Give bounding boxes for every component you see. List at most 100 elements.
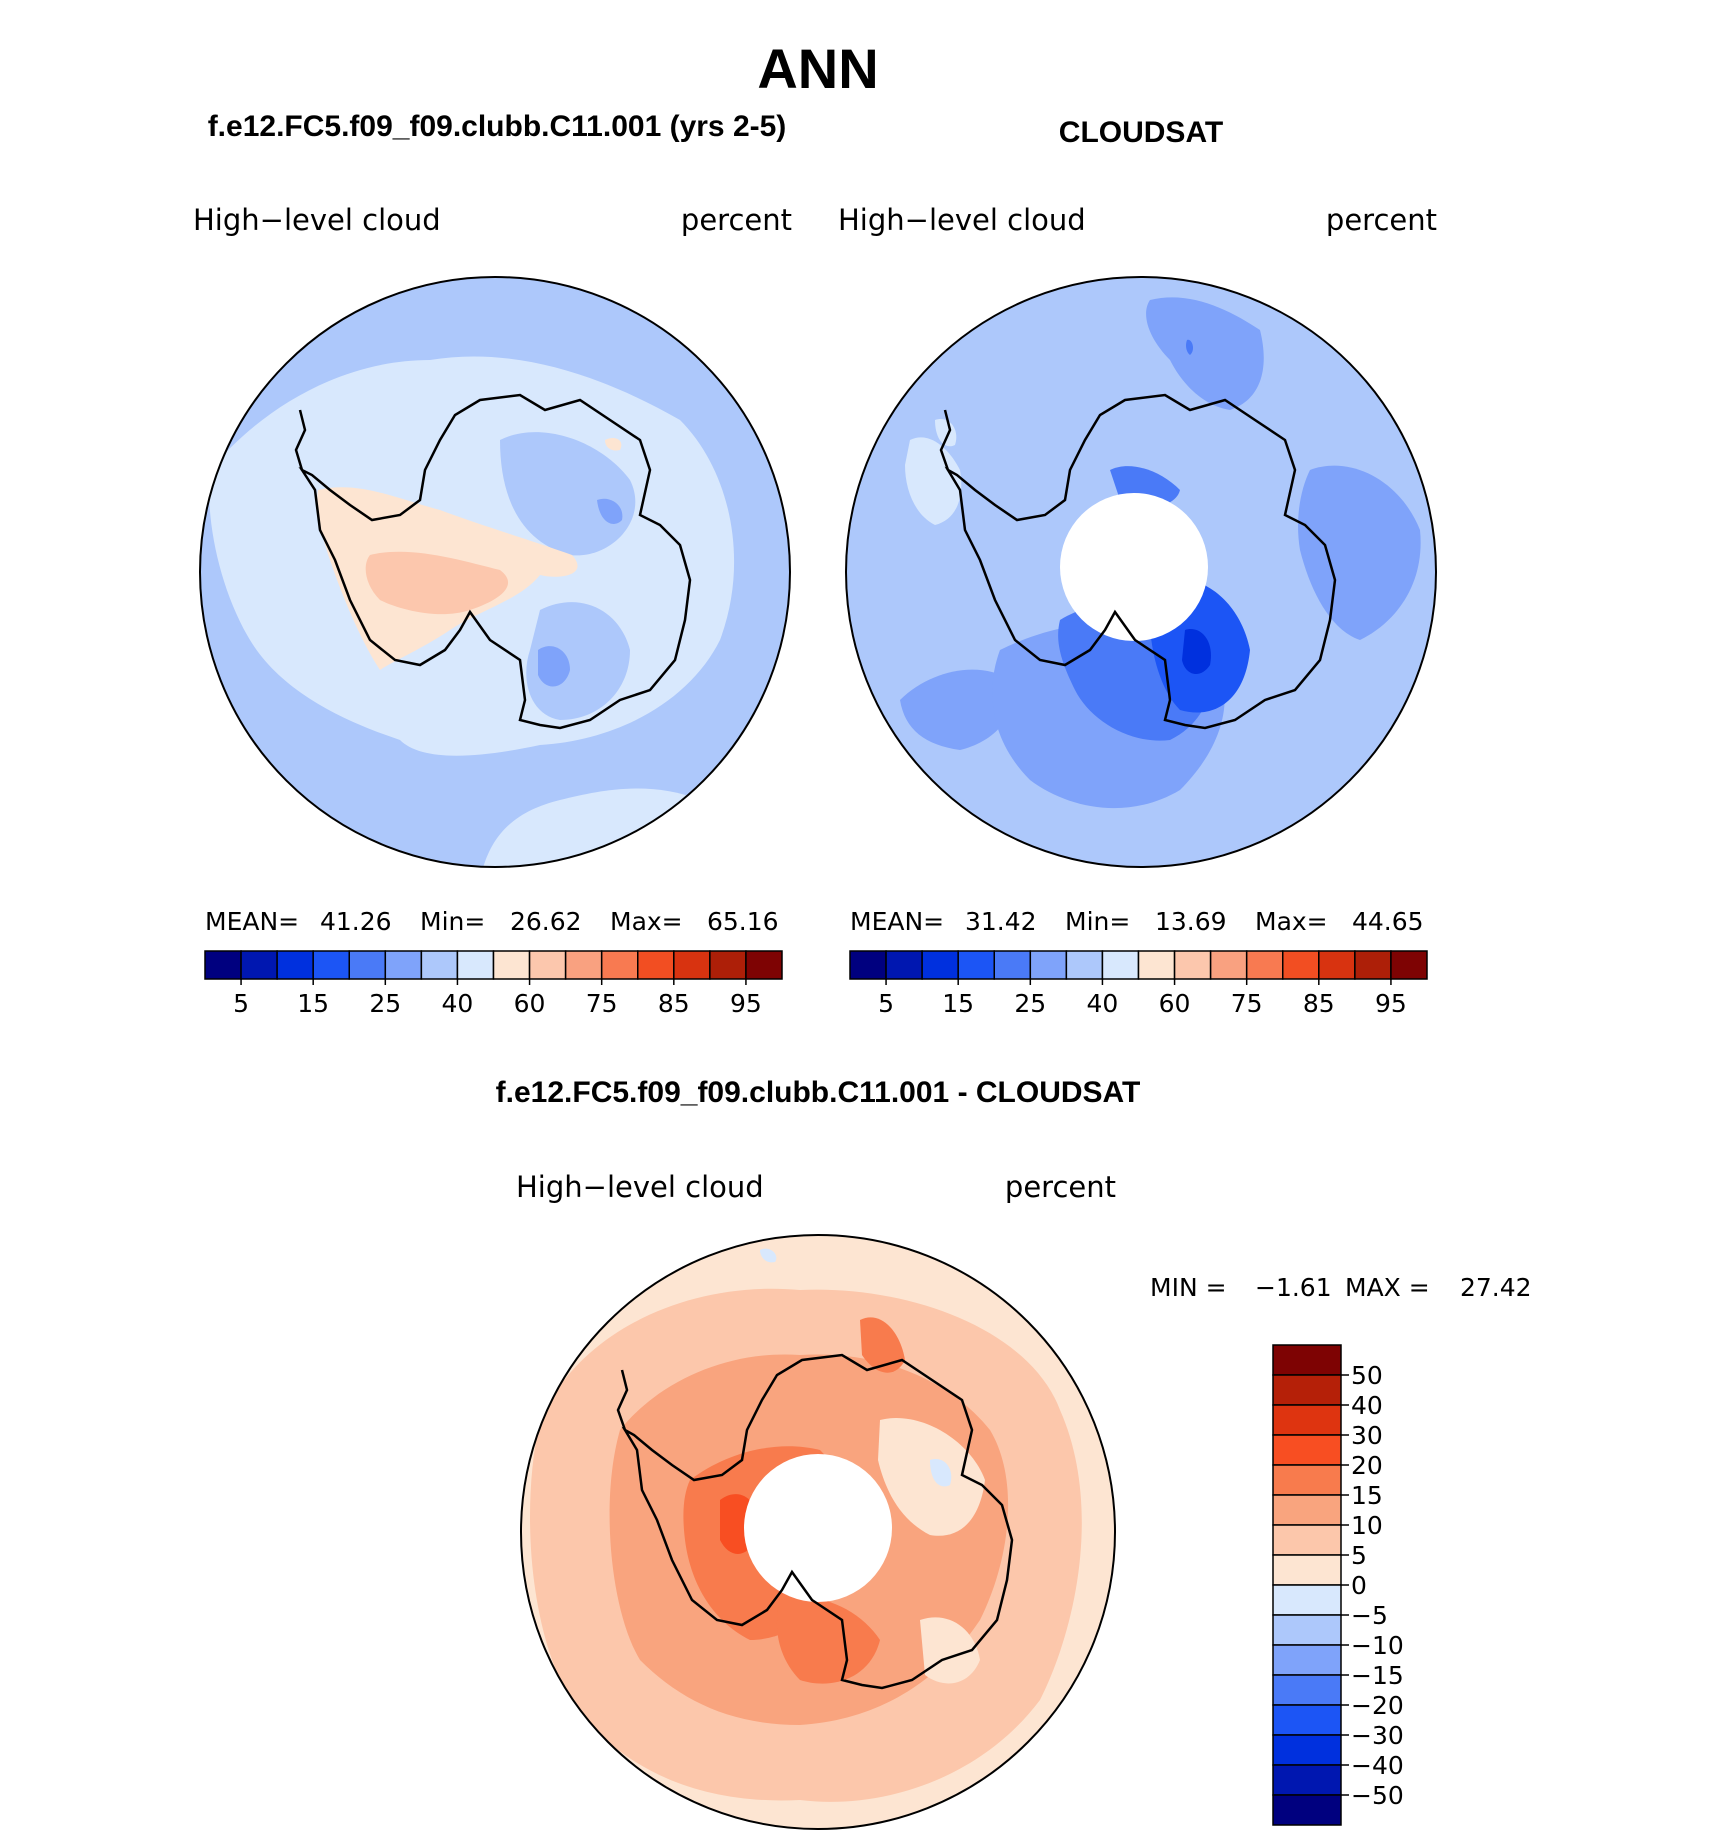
panel-b-colorbar-tick-label: 40 <box>1087 989 1119 1018</box>
panel-c-colorbar-tick-label: 40 <box>1351 1391 1383 1420</box>
panel-b-title: CLOUDSAT <box>1059 116 1223 149</box>
panel-a-colorbar-tick-label: 95 <box>730 989 762 1018</box>
panel-c-map <box>521 1235 1115 1829</box>
panel-c-colorbar-box <box>1272 1644 1342 1676</box>
panel-a-min-label: Min= <box>420 907 485 936</box>
panel-b-colorbar-tick-label: 85 <box>1303 989 1335 1018</box>
panel-a-colorbar-tick-label: 40 <box>442 989 474 1018</box>
panel-a-colorbar-box <box>420 950 459 980</box>
panel-a-mean-label: MEAN= <box>205 907 299 936</box>
panel-b-max-label: Max= <box>1255 907 1328 936</box>
panel-a-map-border <box>199 276 791 868</box>
panel-b-colorbar-box <box>1209 950 1248 980</box>
panel-b-min-label: Min= <box>1065 907 1130 936</box>
panel-c-colorbar-tick-label: −15 <box>1351 1661 1404 1690</box>
panel-c-colorbar-box <box>1272 1734 1342 1766</box>
panel-b-colorbar-box <box>921 950 959 980</box>
panel-a-colorbar-tick-label: 25 <box>369 989 401 1018</box>
panel-a-title: f.e12.FC5.f09_f09.clubb.C11.001 (yrs 2-5… <box>208 110 787 143</box>
panel-c-max-label: MAX = <box>1345 1273 1430 1302</box>
panel-a-colorbar-box <box>709 950 747 980</box>
panel-b-min-value: 13.69 <box>1155 907 1227 936</box>
panel-a-colorbar-tick-label: 85 <box>658 989 690 1018</box>
panel-c-colorbar-box <box>1272 1434 1342 1466</box>
panel-c-map-border <box>520 1234 1116 1830</box>
panel-a-colorbar-box <box>312 950 350 980</box>
panel-a-colorbar-box <box>745 950 783 980</box>
panel-b-colorbar-tick-label: 25 <box>1014 989 1046 1018</box>
panel-b-colorbar-box <box>1101 950 1140 980</box>
panel-a-colorbar-box <box>673 950 711 980</box>
panel-b-variable: High−level cloud <box>838 203 1086 237</box>
panel-a-colorbar-box <box>456 950 495 980</box>
panel-b-max-value: 44.65 <box>1352 907 1424 936</box>
panel-a-units: percent <box>681 203 792 237</box>
panel-c-colorbar-tick-label: −30 <box>1351 1721 1404 1750</box>
panel-b-missing-data-hole <box>1060 493 1208 641</box>
panel-a-colorbar-box <box>637 950 675 980</box>
panel-b-colorbar-box <box>1318 950 1356 980</box>
panel-a-colorbar-tick-label: 15 <box>297 989 329 1018</box>
panel-c-colorbar-box <box>1272 1764 1342 1796</box>
panel-c-colorbar-tick-label: 10 <box>1351 1511 1383 1540</box>
panel-c-max-value: 27.42 <box>1460 1273 1532 1302</box>
panel-b-colorbar-box <box>849 950 887 980</box>
panel-a-colorbar-tick-label: 5 <box>233 989 249 1018</box>
panel-b-colorbar-tick-label: 5 <box>878 989 894 1018</box>
panel-c-colorbar-tick-label: −50 <box>1351 1781 1404 1810</box>
panel-a-colorbar-box <box>384 950 423 980</box>
panel-c-colorbar-box <box>1272 1374 1342 1406</box>
panel-a-colorbar-box <box>492 950 531 980</box>
panel-a-mean-value: 41.26 <box>320 907 392 936</box>
panel-c-colorbar-tick-label: −10 <box>1351 1631 1404 1660</box>
panel-b-colorbar-box <box>957 950 995 980</box>
panel-a-colorbar: 5 15 25 40 60 75 85 95 <box>204 950 783 1018</box>
panel-a-colorbar-box <box>240 950 278 980</box>
panel-b-mean-label: MEAN= <box>850 907 944 936</box>
panel-c-colorbar-tick-label: 30 <box>1351 1421 1383 1450</box>
panel-b-colorbar-tick-label: 60 <box>1159 989 1191 1018</box>
panel-b-colorbar-tick-label: 15 <box>942 989 974 1018</box>
panel-b-colorbar: 5 15 25 40 60 75 85 95 <box>849 950 1428 1018</box>
panel-b-coastline <box>944 393 1337 730</box>
panel-c-colorbar-box <box>1272 1554 1342 1586</box>
panel-b-colorbar-box <box>1245 950 1284 980</box>
figure-title: ANN <box>757 37 878 100</box>
panel-c-variable: High−level cloud <box>516 1170 764 1204</box>
panel-b-colorbar-box <box>1137 950 1176 980</box>
panel-c-missing-data-hole <box>744 1454 892 1602</box>
panel-b-colorbar-box <box>1173 950 1212 980</box>
panel-a-colorbar-tick-label: 60 <box>514 989 546 1018</box>
panel-b-colorbar-box <box>1282 950 1320 980</box>
panel-b-map-border <box>845 276 1437 868</box>
panel-a-colorbar-tick-label: 75 <box>586 989 618 1018</box>
panel-c-colorbar-box <box>1272 1344 1342 1376</box>
panel-c-min-value: −1.61 <box>1255 1273 1332 1302</box>
panel-a-colorbar-box <box>348 950 387 980</box>
panel-a-map <box>200 277 790 867</box>
panel-c-min-label: MIN = <box>1150 1273 1227 1302</box>
panel-c-colorbar-box <box>1272 1584 1342 1616</box>
panel-a-colorbar-box <box>564 950 603 980</box>
panel-b-colorbar-tick-label: 95 <box>1375 989 1407 1018</box>
panel-b-colorbar-box <box>1390 950 1428 980</box>
panel-b-colorbar-box <box>1065 950 1104 980</box>
panel-a-max-value: 65.16 <box>707 907 779 936</box>
panel-c-colorbar-box <box>1272 1614 1342 1646</box>
panel-c-colorbar-box <box>1272 1674 1342 1706</box>
panel-c-colorbar-box <box>1272 1524 1342 1556</box>
panel-c-colorbar-box <box>1272 1704 1342 1736</box>
panel-b-colorbar-box <box>1029 950 1068 980</box>
panel-c-colorbar-box <box>1272 1494 1342 1526</box>
panel-a-max-label: Max= <box>610 907 683 936</box>
panel-c-colorbar-box <box>1272 1794 1342 1826</box>
panel-b-map <box>846 277 1436 867</box>
panel-c-colorbar-box <box>1272 1464 1342 1496</box>
panel-c-colorbar-tick-label: −5 <box>1351 1601 1388 1630</box>
panel-b-colorbar-tick-label: 75 <box>1231 989 1263 1018</box>
panel-c-colorbar-tick-label: 50 <box>1351 1361 1383 1390</box>
panel-c-units: percent <box>1005 1170 1116 1204</box>
panel-c-colorbar-box <box>1272 1404 1342 1436</box>
